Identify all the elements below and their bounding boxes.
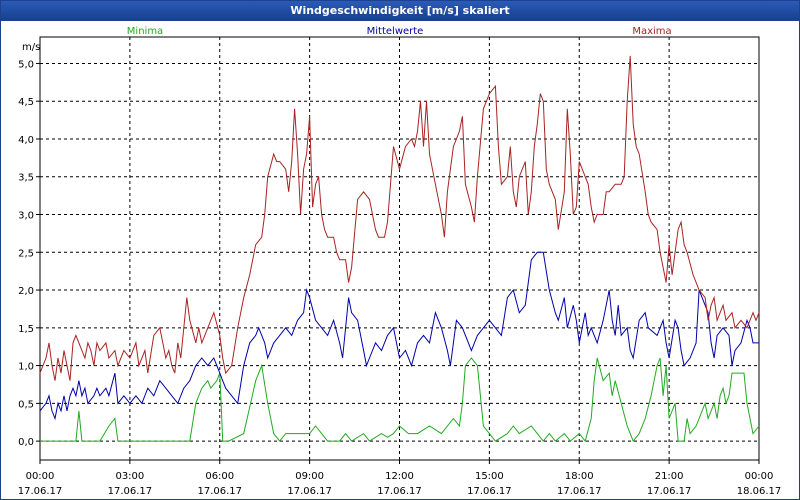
x-tick-time-3: 09:00 (295, 471, 324, 482)
legend-maxima: Maxima (632, 26, 671, 37)
legend-minima: Minima (127, 26, 163, 37)
x-tick-time-8: 00:00 (745, 471, 774, 482)
x-tick-time-2: 06:00 (205, 471, 234, 482)
x-tick-date-2: 17.06.17 (197, 486, 242, 497)
y-tick-label-10: 5,0 (18, 59, 34, 70)
x-tick-date-1: 17.06.17 (108, 486, 153, 497)
y-tick-label-0: 0,0 (18, 437, 34, 448)
x-tick-date-0: 17.06.17 (18, 486, 63, 497)
x-tick-date-6: 17.06.17 (557, 486, 602, 497)
y-axis-label: m/s (22, 42, 40, 53)
series-line-minima (40, 357, 760, 443)
y-tick-label-8: 4,0 (18, 135, 34, 146)
x-tick-date-5: 17.06.17 (467, 486, 512, 497)
legend-mittelwerte: Mittelwerte (367, 26, 424, 37)
x-tick-date-4: 17.06.17 (377, 486, 422, 497)
x-tick-time-6: 18:00 (565, 471, 594, 482)
y-tick-label-9: 4,5 (18, 97, 34, 108)
legend: Minima Mittelwerte Maxima (127, 26, 672, 37)
x-tick-date-7: 17.06.17 (647, 486, 692, 497)
series-line-mittelwerte (39, 251, 759, 421)
x-tick-time-4: 12:00 (385, 471, 414, 482)
y-tick-label-1: 0,5 (18, 399, 34, 410)
y-tick-label-3: 1,5 (18, 324, 34, 335)
x-tick-time-7: 21:00 (655, 471, 684, 482)
x-axis-ticks: 00:00 17.06.17 03:00 17.06.17 06:00 17.06.17 0… (18, 460, 782, 497)
window-title: Windgeschwindigkeit [m/s] skaliert (1, 1, 799, 21)
y-tick-label-4: 2,0 (18, 286, 34, 297)
x-tick-time-5: 15:00 (475, 471, 504, 482)
x-tick-date-8: 18.06.17 (737, 486, 782, 497)
series-line-maxima (39, 55, 760, 381)
x-tick-time-0: 00:00 (26, 471, 55, 482)
y-tick-label-5: 2,5 (18, 248, 34, 259)
y-tick-label-2: 1,0 (18, 362, 34, 373)
x-tick-time-1: 03:00 (115, 471, 144, 482)
y-axis-ticks: 0,0 0,5 1,0 1,5 2,0 2,5 3,0 3,5 4,0 4,5 5,0 (18, 59, 40, 448)
y-tick-label-6: 3,0 (18, 211, 34, 222)
x-tick-date-3: 17.06.17 (287, 486, 332, 497)
y-tick-label-7: 3,5 (18, 173, 34, 184)
series-lines (39, 55, 760, 443)
